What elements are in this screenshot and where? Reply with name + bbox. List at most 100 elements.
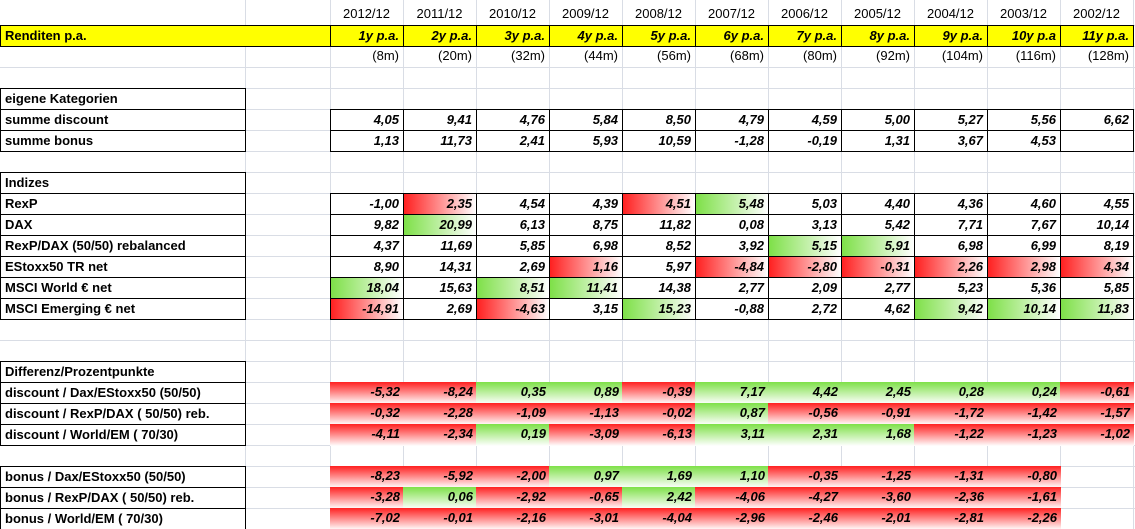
- value-cell: -1,02: [1060, 424, 1134, 446]
- period-label: 3y p.a.: [476, 25, 550, 47]
- value-cell: -0,19: [768, 130, 842, 152]
- value-cell: 4,34: [1060, 256, 1134, 278]
- value-cell: -2,80: [768, 256, 842, 278]
- period-label: 10y p.a: [987, 25, 1061, 47]
- value-cell: 11,41: [549, 277, 623, 299]
- value-cell: 4,76: [476, 109, 550, 131]
- value-cell: 5,85: [476, 235, 550, 257]
- period-label: 2y p.a.: [403, 25, 477, 47]
- grid-line: [0, 67, 1135, 68]
- value-cell: 14,31: [403, 256, 477, 278]
- value-cell: 5,56: [987, 109, 1061, 131]
- row-label: summe bonus: [0, 130, 246, 152]
- month-label: (80m): [803, 48, 837, 63]
- value-cell: -4,84: [695, 256, 769, 278]
- year-label: 2011/12: [416, 6, 463, 21]
- value-cell: -4,27: [768, 487, 842, 509]
- value-cell: 15,63: [403, 277, 477, 299]
- value-cell: -4,63: [476, 298, 550, 320]
- value-cell: 4,39: [549, 193, 623, 215]
- value-cell: -7,02: [330, 508, 404, 529]
- grid-line: [0, 340, 1135, 341]
- value-cell: [1060, 466, 1134, 488]
- header-label: Renditen p.a.: [0, 25, 331, 47]
- value-cell: -2,16: [476, 508, 550, 529]
- value-cell: 5,23: [914, 277, 988, 299]
- value-cell: -1,09: [476, 403, 550, 425]
- value-cell: 9,42: [914, 298, 988, 320]
- grid-line: [0, 88, 1135, 89]
- month-label: (92m): [876, 48, 910, 63]
- row-label: discount / RexP/DAX ( 50/50) reb.: [0, 403, 246, 425]
- grid-line: [0, 172, 1135, 173]
- value-cell: -3,28: [330, 487, 404, 509]
- section-title: Indizes: [0, 172, 246, 194]
- value-cell: 1,10: [695, 466, 769, 488]
- value-cell: -1,13: [549, 403, 623, 425]
- period-label: 4y p.a.: [549, 25, 623, 47]
- value-cell: -4,04: [622, 508, 696, 529]
- value-cell: 2,42: [622, 487, 696, 509]
- row-label: discount / World/EM ( 70/30): [0, 424, 246, 446]
- value-cell: 6,98: [549, 235, 623, 257]
- value-cell: -1,28: [695, 130, 769, 152]
- value-cell: -5,32: [330, 382, 404, 404]
- value-cell: -0,39: [622, 382, 696, 404]
- value-cell: 1,68: [841, 424, 915, 446]
- value-cell: -3,60: [841, 487, 915, 509]
- year-label: 2002/12: [1073, 6, 1120, 21]
- row-label: bonus / World/EM ( 70/30): [0, 508, 246, 529]
- value-cell: 5,85: [1060, 277, 1134, 299]
- value-cell: -2,01: [841, 508, 915, 529]
- value-cell: 7,17: [695, 382, 769, 404]
- value-cell: 0,35: [476, 382, 550, 404]
- value-cell: -0,65: [549, 487, 623, 509]
- value-cell: 4,36: [914, 193, 988, 215]
- value-cell: -8,23: [330, 466, 404, 488]
- period-label: 8y p.a.: [841, 25, 915, 47]
- row-label: EStoxx50 TR net: [0, 256, 246, 278]
- value-cell: 2,77: [841, 277, 915, 299]
- value-cell: 0,97: [549, 466, 623, 488]
- value-cell: -1,31: [914, 466, 988, 488]
- value-cell: 2,69: [476, 256, 550, 278]
- value-cell: 5,84: [549, 109, 623, 131]
- value-cell: 5,42: [841, 214, 915, 236]
- value-cell: -2,00: [476, 466, 550, 488]
- value-cell: 5,48: [695, 193, 769, 215]
- value-cell: 8,19: [1060, 235, 1134, 257]
- month-label: (20m): [438, 48, 472, 63]
- value-cell: -1,72: [914, 403, 988, 425]
- value-cell: 11,83: [1060, 298, 1134, 320]
- value-cell: 8,75: [549, 214, 623, 236]
- value-cell: -3,09: [549, 424, 623, 446]
- value-cell: -8,24: [403, 382, 477, 404]
- value-cell: 3,15: [549, 298, 623, 320]
- value-cell: 1,13: [330, 130, 404, 152]
- period-label: 7y p.a.: [768, 25, 842, 47]
- value-cell: 4,60: [987, 193, 1061, 215]
- month-label: (116m): [1015, 48, 1056, 63]
- value-cell: -14,91: [330, 298, 404, 320]
- value-cell: -0,88: [695, 298, 769, 320]
- year-label: 2012/12: [343, 6, 390, 21]
- value-cell: 6,98: [914, 235, 988, 257]
- value-cell: 3,92: [695, 235, 769, 257]
- value-cell: 1,16: [549, 256, 623, 278]
- value-cell: [1060, 508, 1134, 529]
- value-cell: 2,26: [914, 256, 988, 278]
- value-cell: 2,98: [987, 256, 1061, 278]
- value-cell: -0,80: [987, 466, 1061, 488]
- year-label: 2005/12: [854, 6, 901, 21]
- value-cell: -2,36: [914, 487, 988, 509]
- value-cell: -2,34: [403, 424, 477, 446]
- period-label: 6y p.a.: [695, 25, 769, 47]
- value-cell: -2,28: [403, 403, 477, 425]
- year-label: 2003/12: [1000, 6, 1047, 21]
- row-label: bonus / Dax/EStoxx50 (50/50): [0, 466, 246, 488]
- value-cell: 11,73: [403, 130, 477, 152]
- value-cell: -0,56: [768, 403, 842, 425]
- value-cell: 0,08: [695, 214, 769, 236]
- value-cell: 3,11: [695, 424, 769, 446]
- value-cell: -6,13: [622, 424, 696, 446]
